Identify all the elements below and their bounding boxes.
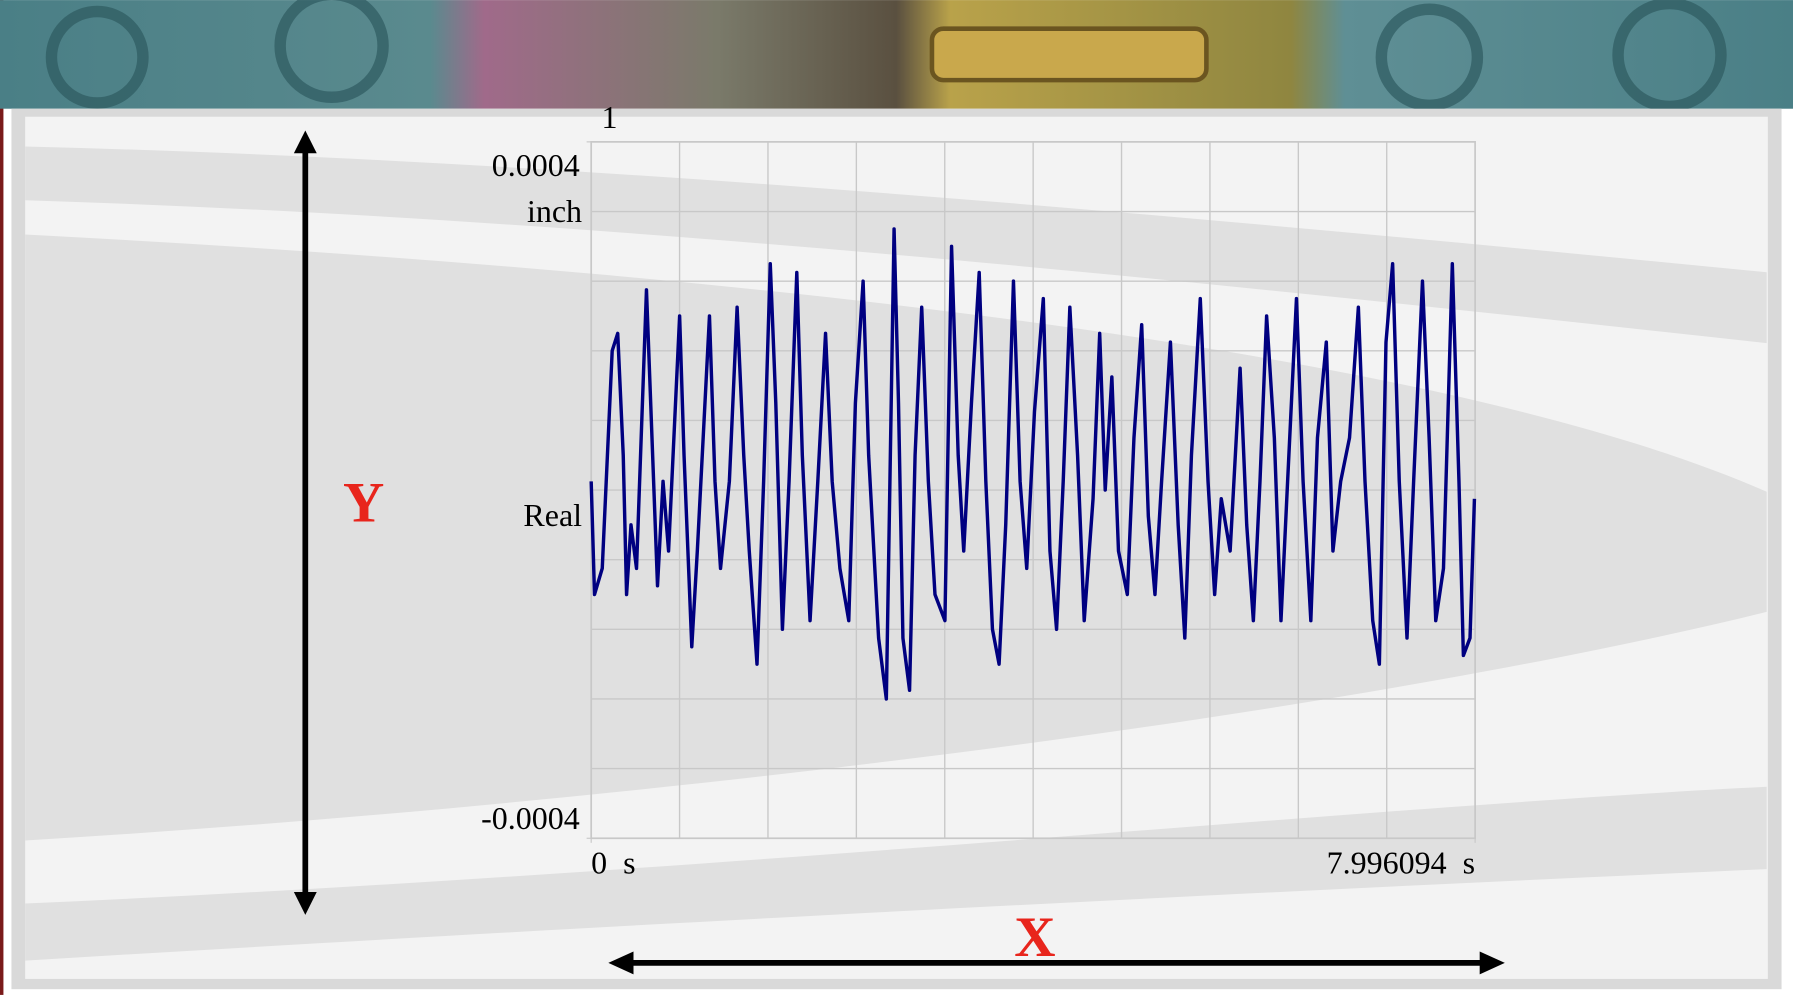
banner xyxy=(0,0,1793,109)
y-axis-label: Real xyxy=(523,497,582,533)
x-tick-label: 7.996094 s xyxy=(1327,845,1475,881)
banner-gears xyxy=(45,0,1727,113)
left-border xyxy=(0,0,4,995)
annotation: Y xyxy=(343,472,384,535)
x-arrow-head xyxy=(1479,951,1505,975)
banner-connector xyxy=(929,26,1209,83)
axis-arrows xyxy=(293,130,1505,975)
trace-label: 1 xyxy=(601,99,617,135)
y-tick-label: 0.0004 xyxy=(492,147,580,183)
y-arrow-head xyxy=(293,892,317,915)
y-unit: inch xyxy=(527,193,582,229)
x-arrow-head xyxy=(608,951,634,975)
y-arrow-head xyxy=(293,130,317,154)
y-tick-label: -0.0004 xyxy=(481,800,580,836)
annotation: X xyxy=(1014,906,1055,969)
background-swooshes xyxy=(25,146,1767,961)
signal-line xyxy=(589,227,1477,701)
x-tick-label: 0 s xyxy=(591,845,635,881)
